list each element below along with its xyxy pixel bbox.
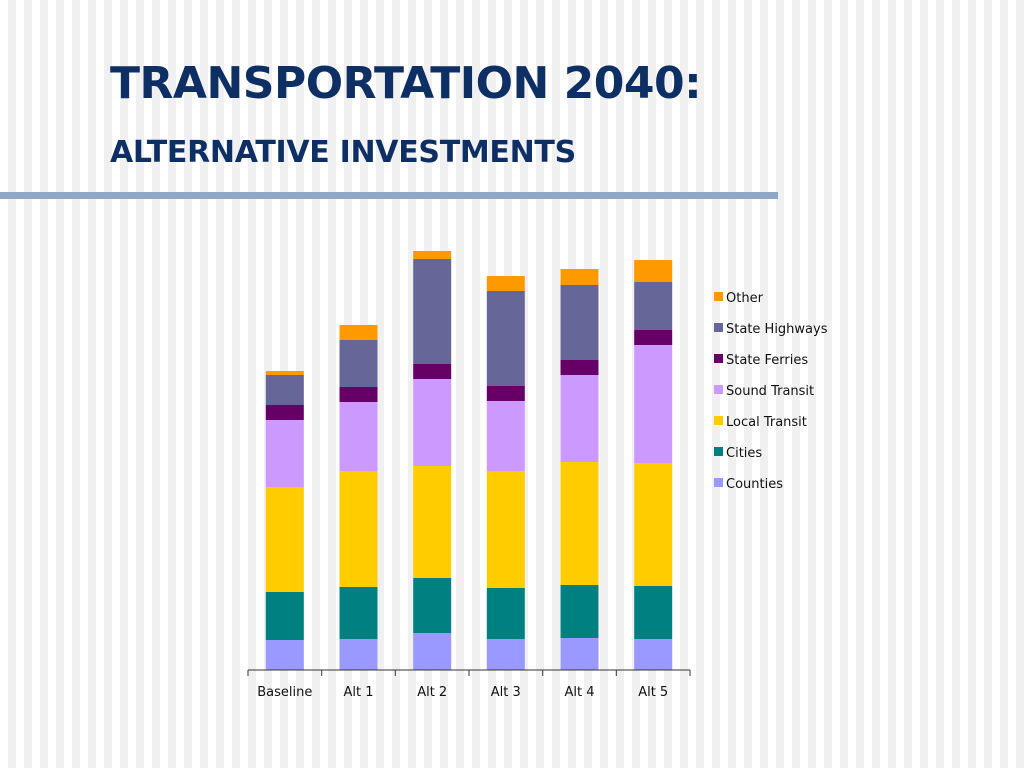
- legend-label-state-ferries: State Ferries: [726, 353, 808, 368]
- plot-area: Baseline Alt 1 Alt 2 Alt 3 Alt 4 Alt 5: [247, 251, 691, 700]
- bar-segment-alt-1-state-ferries: [339, 387, 378, 402]
- bar-segment-alt-3-state-ferries: [486, 386, 525, 401]
- bar-segment-alt-5-sound-transit: [634, 345, 673, 463]
- x-tick-label-alt-3: Alt 3: [491, 685, 521, 700]
- bar-segment-alt-2-cities: [413, 578, 452, 633]
- legend-swatch-cities: [714, 447, 723, 456]
- bar-segment-baseline-counties: [265, 640, 304, 670]
- bar-segment-alt-4-state-highways: [560, 285, 599, 360]
- bar-segment-alt-1-sound-transit: [339, 402, 378, 471]
- legend-swatch-other: [714, 292, 723, 301]
- bar-segment-baseline-local-transit: [265, 487, 304, 592]
- bar-segment-alt-4-other: [560, 269, 599, 285]
- bar-segment-alt-3-local-transit: [486, 471, 525, 588]
- x-tick-label-baseline: Baseline: [257, 685, 312, 700]
- bar-segment-alt-3-other: [486, 276, 525, 291]
- legend-label-local-transit: Local Transit: [726, 415, 807, 430]
- bar-segment-alt-1-local-transit: [339, 471, 378, 587]
- bar-segment-alt-4-state-ferries: [560, 360, 599, 375]
- legend-label-state-highways: State Highways: [726, 322, 828, 337]
- bar-segment-alt-2-state-highways: [413, 259, 452, 364]
- bar-segment-alt-4-local-transit: [560, 462, 599, 585]
- legend-swatch-sound-transit: [714, 385, 723, 394]
- bar-segment-baseline-state-ferries: [265, 405, 304, 420]
- bar-segment-baseline-other: [265, 371, 304, 375]
- bar-segment-alt-2-local-transit: [413, 466, 452, 578]
- legend-label-sound-transit: Sound Transit: [726, 384, 814, 399]
- bar-segment-alt-2-state-ferries: [413, 364, 452, 379]
- bar-segment-alt-4-cities: [560, 585, 599, 638]
- chart-legend: Other State Highways State Ferries Sound Tr…: [714, 291, 828, 492]
- bar-segment-alt-3-sound-transit: [486, 401, 525, 471]
- bar-segment-alt-5-counties: [634, 639, 673, 670]
- bar-segment-baseline-cities: [265, 592, 304, 640]
- x-tick-label-alt-2: Alt 2: [417, 685, 447, 700]
- bar-segment-alt-2-sound-transit: [413, 379, 452, 466]
- legend-swatch-local-transit: [714, 416, 723, 425]
- bar-segment-alt-5-state-ferries: [634, 330, 673, 345]
- x-tick-label-alt-5: Alt 5: [638, 685, 668, 700]
- bar-segment-alt-5-state-highways: [634, 282, 673, 330]
- legend-swatch-state-highways: [714, 323, 723, 332]
- legend-label-cities: Cities: [726, 446, 762, 461]
- bar-segment-alt-4-counties: [560, 638, 599, 670]
- bar-segment-alt-3-counties: [486, 639, 525, 670]
- bar-segment-alt-1-cities: [339, 587, 378, 639]
- x-tick-label-alt-1: Alt 1: [343, 685, 373, 700]
- slide-subtitle: ALTERNATIVE INVESTMENTS: [110, 135, 576, 170]
- bar-segment-baseline-state-highways: [265, 375, 304, 405]
- title-divider: [0, 192, 778, 199]
- bar-segment-alt-1-other: [339, 325, 378, 340]
- slide-title: TRANSPORTATION 2040:: [110, 58, 702, 109]
- bar-segment-alt-3-cities: [486, 588, 525, 639]
- bar-segment-alt-4-sound-transit: [560, 375, 599, 462]
- x-tick-label-alt-4: Alt 4: [564, 685, 594, 700]
- bar-segment-alt-5-cities: [634, 586, 673, 639]
- bar-segment-baseline-sound-transit: [265, 420, 304, 487]
- bar-segment-alt-5-local-transit: [634, 463, 673, 586]
- legend-label-counties: Counties: [726, 477, 783, 492]
- legend-swatch-counties: [714, 478, 723, 487]
- bar-segment-alt-5-other: [634, 260, 673, 282]
- bar-segment-alt-1-state-highways: [339, 340, 378, 387]
- legend-label-other: Other: [726, 291, 764, 306]
- bar-segment-alt-3-state-highways: [486, 291, 525, 386]
- bar-segment-alt-1-counties: [339, 639, 378, 670]
- bar-segment-alt-2-counties: [413, 633, 452, 670]
- bar-segment-alt-2-other: [413, 251, 452, 259]
- legend-swatch-state-ferries: [714, 354, 723, 363]
